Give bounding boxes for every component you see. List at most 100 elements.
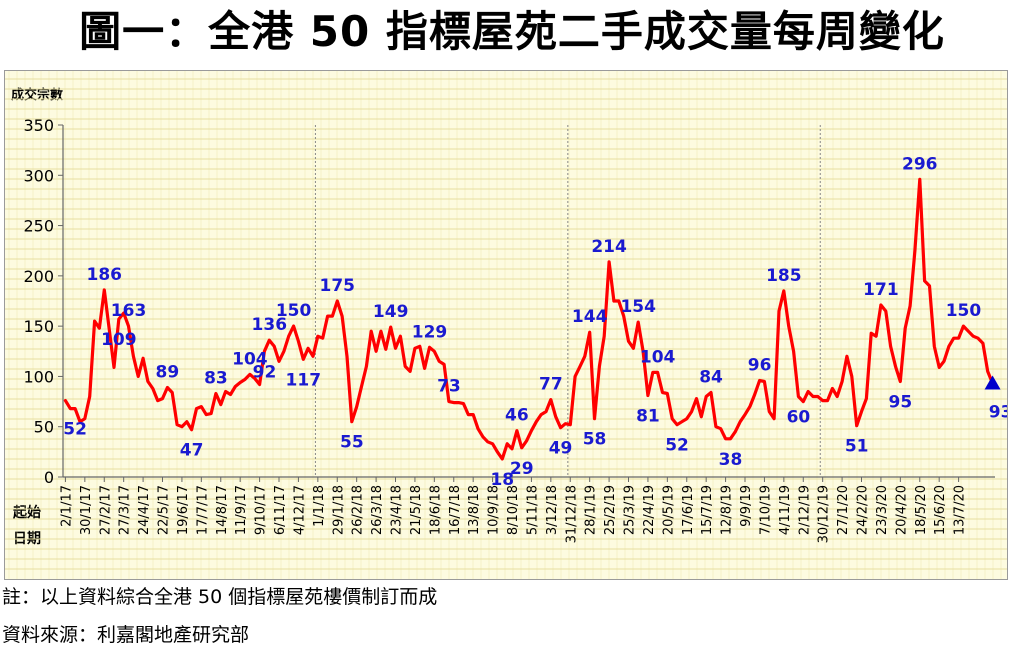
x-tick-label: 19/6/17 (176, 485, 191, 535)
data-labels: 1865210916389478310492136150117175551491… (63, 154, 1007, 490)
x-tick-label: 11/9/17 (234, 485, 249, 535)
grid (5, 71, 1007, 579)
data-label: 18 (490, 470, 514, 490)
data-label: 136 (252, 315, 288, 335)
x-tick-label: 22/5/17 (157, 485, 172, 535)
footnote: 註：以上資料綜合全港 50 個指標屋苑樓價制訂而成 (2, 586, 438, 608)
series-line-path (63, 177, 995, 461)
data-label: 163 (111, 301, 147, 321)
x-tick-label: 22/4/19 (642, 485, 657, 535)
x-tick-label: 28/1/19 (584, 485, 599, 535)
y-tick-label: 50 (34, 418, 54, 437)
y-tick-label: 300 (23, 166, 54, 185)
data-label: 154 (620, 297, 656, 317)
data-label: 185 (766, 266, 802, 286)
data-label: 52 (63, 420, 87, 440)
x-axis-label-line-1: 起始 (12, 504, 41, 521)
x-tick-label: 10/9/18 (487, 485, 502, 535)
x-tick-label: 26/2/18 (351, 485, 366, 535)
last-point-marker (984, 375, 1001, 390)
data-label: 149 (373, 302, 409, 322)
x-tick-label: 27/3/17 (118, 485, 133, 535)
x-tick-label: 20/5/19 (661, 485, 676, 535)
source-note: 資料來源：利嘉閣地產研究部 (2, 624, 250, 646)
data-label: 150 (946, 301, 982, 321)
series-line (63, 177, 1001, 461)
y-tick-label: 150 (23, 317, 54, 336)
data-label: 104 (232, 349, 268, 369)
x-tick-label: 25/2/19 (603, 485, 618, 535)
chart-frame: 成交宗數 起始 日期 0 50 100 150 200 250 300 350 2/1/17 30… (4, 70, 1008, 580)
x-tick-label: 3/12/18 (545, 485, 560, 535)
y-tick-label: 350 (23, 116, 54, 135)
x-tick-label: 2/1/17 (59, 485, 74, 527)
data-label: 83 (204, 369, 228, 389)
data-label: 55 (340, 433, 364, 453)
data-label: 38 (719, 450, 743, 470)
x-tick-label: 7/10/19 (758, 485, 773, 535)
x-tick-label: 5/11/18 (525, 485, 540, 535)
x-tick-label: 1/1/18 (312, 485, 327, 527)
x-tick-label: 4/12/17 (292, 485, 307, 535)
x-tick-label: 24/2/20 (856, 485, 871, 535)
x-tick-label: 16/7/18 (448, 485, 463, 535)
data-label: 95 (889, 392, 913, 412)
data-label: 96 (748, 355, 772, 375)
data-label: 150 (276, 301, 312, 321)
x-tick-label: 9/10/17 (254, 485, 269, 535)
x-tick-label: 12/8/19 (720, 485, 735, 535)
data-label: 49 (549, 439, 573, 459)
data-label: 296 (902, 154, 938, 174)
data-label: 144 (572, 307, 608, 327)
data-label: 129 (412, 322, 448, 342)
axes: 0 50 100 150 200 250 300 350 2/1/17 30/1/17 27/2/1… (23, 116, 995, 543)
x-tick-label: 17/6/19 (681, 485, 696, 535)
data-label: 52 (665, 436, 689, 456)
data-label: 58 (583, 430, 607, 450)
x-tick-label: 15/7/19 (700, 485, 715, 535)
x-tick-label: 18/5/20 (914, 485, 929, 535)
data-label: 93 (989, 402, 1007, 422)
x-tick-label: 24/4/17 (137, 485, 152, 535)
data-label: 89 (156, 362, 180, 382)
data-label: 214 (591, 237, 627, 257)
data-label: 46 (505, 406, 529, 426)
page-title: 圖一：全港 50 指標屋苑二手成交量每周變化 (79, 7, 945, 56)
x-tick-label: 15/6/20 (933, 485, 948, 535)
x-tick-label: 23/3/20 (875, 485, 890, 535)
x-tick-label: 23/4/18 (390, 485, 405, 535)
y-tick-label: 200 (23, 267, 54, 286)
data-label: 29 (510, 459, 534, 479)
data-label: 47 (180, 441, 204, 461)
x-tick-label: 18/6/18 (428, 485, 443, 535)
x-tick-label: 30/12/19 (817, 485, 832, 543)
data-label: 171 (863, 280, 899, 300)
data-label: 81 (636, 407, 660, 427)
x-tick-label: 31/12/18 (564, 485, 579, 543)
data-label: 60 (787, 408, 811, 428)
data-label: 92 (253, 362, 277, 382)
x-tick-label: 30/1/17 (79, 485, 94, 535)
y-tick-label: 0 (44, 468, 54, 487)
x-tick-label: 26/3/18 (370, 485, 385, 535)
x-tick-label: 27/1/20 (836, 485, 851, 535)
x-tick-label: 17/7/17 (195, 485, 210, 535)
x-tick-label: 4/11/19 (778, 485, 793, 535)
x-tick-label: 13/8/18 (467, 485, 482, 535)
x-tick-label: 25/3/19 (623, 485, 638, 535)
x-tick-label: 2/12/19 (797, 485, 812, 535)
x-tick-label: 8/10/18 (506, 485, 521, 535)
data-label: 104 (640, 347, 676, 367)
x-tick-label: 9/9/19 (739, 485, 754, 527)
data-label: 175 (320, 276, 356, 296)
x-tick-label: 20/4/20 (894, 485, 909, 535)
x-tick-label: 13/7/20 (953, 485, 968, 535)
x-tick-label: 14/8/17 (215, 485, 230, 535)
x-tick-label: 6/11/17 (273, 485, 288, 535)
data-label: 186 (87, 265, 123, 285)
data-label: 77 (539, 375, 563, 395)
x-tick-label: 21/5/18 (409, 485, 424, 535)
y-tick-label: 100 (23, 367, 54, 386)
x-tick-label: 29/1/18 (331, 485, 346, 535)
